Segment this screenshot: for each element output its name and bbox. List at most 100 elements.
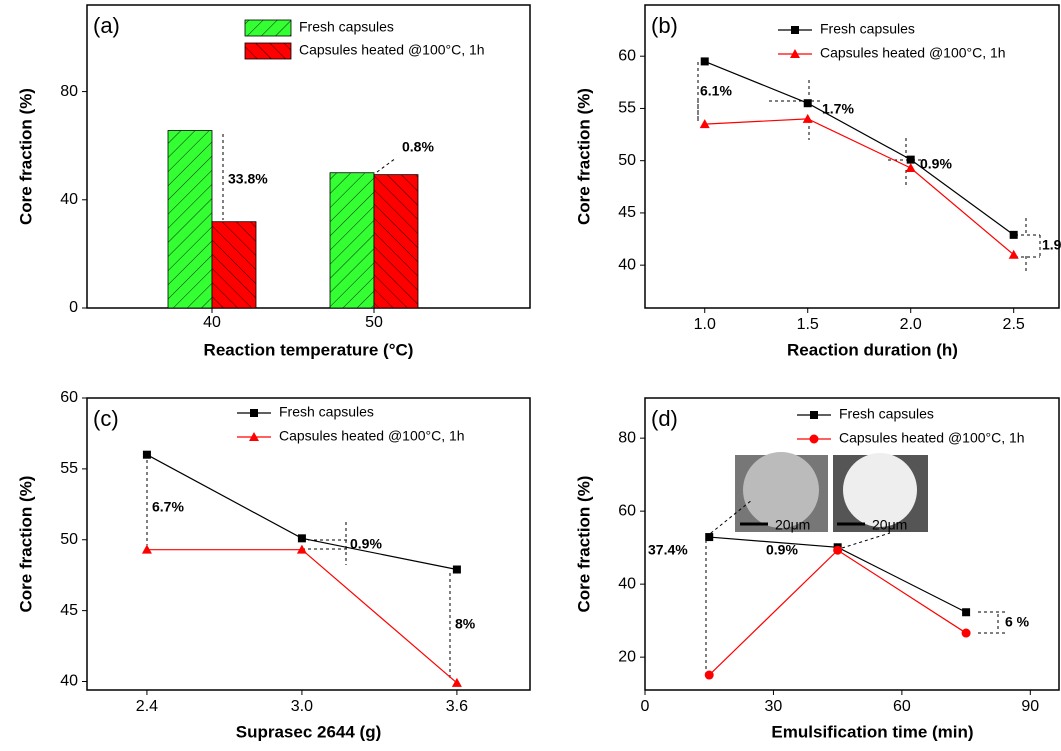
panel-label: (b) bbox=[651, 13, 678, 38]
y-tick-label: 80 bbox=[60, 83, 78, 100]
marker bbox=[962, 608, 971, 617]
x-tick-label: 2.0 bbox=[900, 316, 922, 333]
marker bbox=[803, 99, 812, 108]
plot-frame bbox=[86, 397, 531, 691]
arrow bbox=[769, 80, 820, 140]
x-axis-title: Suprasec 2644 (g) bbox=[236, 722, 382, 741]
y-tick-label: 40 bbox=[60, 191, 78, 208]
annotation: 6 % bbox=[1005, 614, 1030, 630]
arrow bbox=[1015, 218, 1041, 274]
marker bbox=[249, 432, 259, 441]
y-tick-label: 45 bbox=[618, 204, 636, 221]
marker bbox=[699, 119, 710, 129]
marker bbox=[705, 533, 714, 542]
annotation: 0.8% bbox=[402, 139, 434, 155]
x-tick-label: 0 bbox=[641, 698, 650, 715]
marker bbox=[833, 545, 843, 555]
x-tick-label: 1.0 bbox=[694, 316, 716, 333]
marker bbox=[906, 155, 915, 164]
x-tick-label: 50 bbox=[365, 314, 383, 331]
y-tick-label: 60 bbox=[618, 47, 636, 64]
marker bbox=[1009, 230, 1018, 239]
annotation: 0.9% bbox=[920, 156, 952, 172]
annotation: 1.9% bbox=[1042, 237, 1061, 253]
legend-swatch bbox=[244, 42, 292, 60]
inset-capsule bbox=[743, 452, 819, 528]
marker bbox=[141, 544, 152, 554]
panel-label: (a) bbox=[93, 13, 120, 38]
legend-label: Capsules heated @100°C, 1h bbox=[820, 45, 1006, 61]
legend-label: Fresh capsules bbox=[279, 404, 374, 420]
marker bbox=[297, 534, 306, 543]
line bbox=[708, 549, 967, 676]
line bbox=[704, 60, 1015, 236]
x-tick-label: 90 bbox=[1021, 698, 1039, 715]
annotation: 0.9% bbox=[350, 536, 382, 552]
x-axis-title: Reaction temperature (°C) bbox=[204, 340, 414, 359]
y-tick-label: 55 bbox=[60, 460, 78, 477]
annotation: 0.9% bbox=[766, 542, 798, 558]
legend-label: Capsules heated @100°C, 1h bbox=[839, 430, 1025, 446]
marker bbox=[791, 26, 799, 34]
legend-label: Fresh capsules bbox=[299, 19, 394, 35]
x-axis-title: Emulsification time (min) bbox=[771, 722, 973, 741]
y-axis-title: Core fraction (%) bbox=[16, 88, 35, 225]
inset-capsule bbox=[843, 453, 917, 527]
marker bbox=[809, 434, 819, 444]
marker bbox=[1008, 249, 1019, 259]
marker bbox=[250, 409, 258, 417]
y-tick-label: 40 bbox=[618, 256, 636, 273]
x-tick-label: 1.5 bbox=[797, 316, 819, 333]
x-tick-label: 60 bbox=[893, 698, 911, 715]
x-axis-title: Reaction duration (h) bbox=[787, 340, 958, 359]
annotation: 6.7% bbox=[152, 499, 184, 515]
x-tick-label: 3.0 bbox=[291, 698, 313, 715]
panel-label: (d) bbox=[651, 406, 678, 431]
y-tick-label: 80 bbox=[618, 429, 636, 446]
plot-frame bbox=[644, 4, 1060, 309]
x-tick-label: 40 bbox=[203, 314, 221, 331]
y-axis-title: Core fraction (%) bbox=[574, 476, 593, 613]
marker bbox=[452, 565, 461, 574]
y-tick-label: 60 bbox=[60, 389, 78, 406]
marker bbox=[296, 544, 307, 554]
y-tick-label: 20 bbox=[618, 648, 636, 665]
y-tick-label: 55 bbox=[618, 100, 636, 117]
marker bbox=[802, 113, 813, 123]
plot-frame bbox=[86, 4, 531, 309]
inset-label: 20μm bbox=[872, 517, 907, 533]
y-tick-label: 40 bbox=[618, 575, 636, 592]
bar bbox=[329, 172, 375, 309]
bar bbox=[211, 221, 257, 309]
x-tick-label: 2.5 bbox=[1003, 316, 1025, 333]
marker bbox=[961, 628, 971, 638]
x-tick-label: 2.4 bbox=[136, 698, 158, 715]
marker bbox=[700, 57, 709, 66]
inset-images bbox=[735, 452, 928, 532]
line bbox=[704, 118, 1015, 256]
panel: (b) Reaction duration (h) Core fraction (%… bbox=[574, 4, 1061, 359]
legend-label: Fresh capsules bbox=[839, 406, 934, 422]
bar bbox=[373, 174, 419, 309]
y-tick-label: 40 bbox=[60, 673, 78, 690]
y-tick-label: 45 bbox=[60, 602, 78, 619]
bar bbox=[167, 130, 213, 309]
x-tick-label: 30 bbox=[765, 698, 783, 715]
panel: (a) Reaction temperature (°C) Core fractio… bbox=[16, 4, 531, 359]
y-tick-label: 60 bbox=[618, 502, 636, 519]
panel: (d) Emulsification time (min) Core fractio… bbox=[574, 397, 1060, 741]
annotation-arrows bbox=[146, 62, 1041, 680]
y-axis-title: Core fraction (%) bbox=[16, 476, 35, 613]
panel: (c) Suprasec 2644 (g) Core fraction (%) 40 4… bbox=[16, 389, 531, 741]
annotation: 1.7% bbox=[822, 101, 854, 117]
y-axis-title: Core fraction (%) bbox=[574, 88, 593, 225]
plot-frame bbox=[644, 397, 1060, 691]
annotation: 6.1% bbox=[700, 83, 732, 99]
annotation: 8% bbox=[455, 616, 476, 632]
marker bbox=[790, 49, 800, 58]
marker bbox=[810, 411, 818, 419]
marker bbox=[704, 670, 714, 680]
arrow bbox=[705, 499, 891, 674]
annotation: 33.8% bbox=[228, 171, 268, 187]
